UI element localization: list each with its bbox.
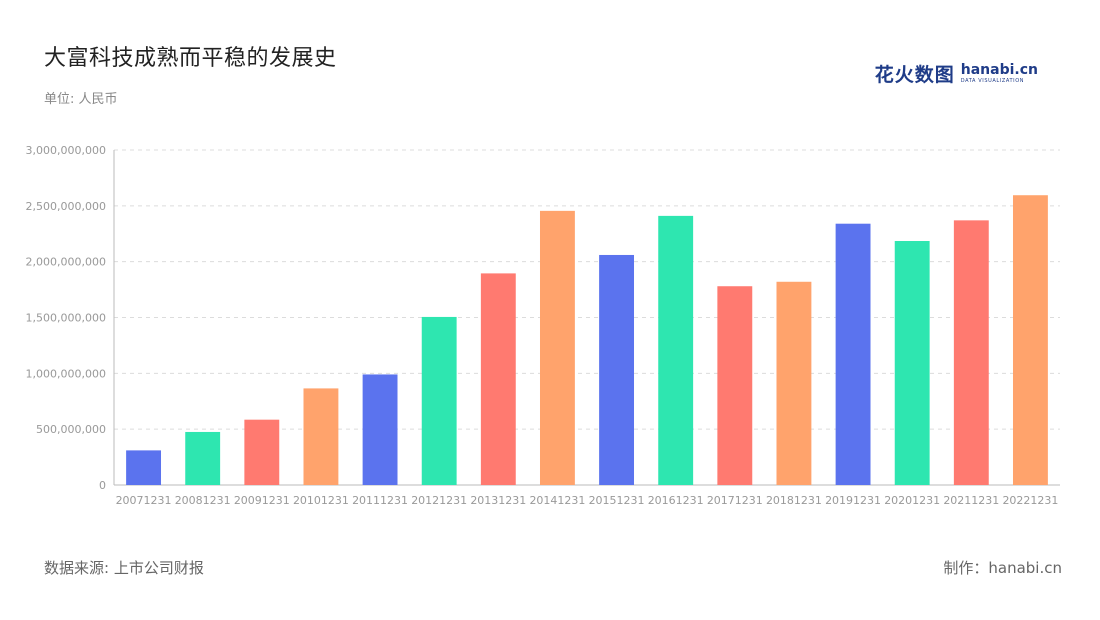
x-tick-label: 20111231	[352, 494, 408, 507]
bar-20111231	[362, 374, 398, 485]
bar-20161231	[658, 215, 694, 485]
bar-20081231	[185, 431, 221, 485]
x-tick-label: 20141231	[529, 494, 585, 507]
bar-20141231	[539, 210, 575, 485]
brand-logo-sub: DATA VISUALIZATION	[960, 78, 1025, 84]
x-tick-label: 20171231	[707, 494, 763, 507]
x-tick-label: 20181231	[766, 494, 822, 507]
bar-20201231	[894, 241, 930, 485]
y-tick-label: 3,000,000,000	[26, 144, 106, 157]
x-tick-label: 20201231	[884, 494, 940, 507]
bar-20101231	[303, 388, 339, 485]
unit-label: 单位: 人民币	[44, 92, 118, 107]
brand-logo-cn: 花火数图	[874, 64, 955, 86]
x-axis-labels: 20071231 20081231 20091231 20101231 20111231…	[116, 494, 1059, 507]
x-tick-label: 20071231	[116, 494, 172, 507]
x-tick-label: 20081231	[175, 494, 231, 507]
bar-20171231	[717, 286, 753, 485]
x-tick-label: 20151231	[589, 494, 645, 507]
bar-20181231	[776, 281, 812, 485]
data-source: 数据来源: 上市公司财报	[44, 559, 204, 577]
bar-20211231	[953, 220, 989, 485]
y-tick-label: 0	[99, 479, 106, 492]
brand-logo: 花火数图 hanabi.cn DATA VISUALIZATION	[875, 60, 1038, 87]
y-tick-label: 2,000,000,000	[26, 256, 106, 269]
y-tick-label: 500,000,000	[36, 423, 106, 436]
bar-20121231	[421, 316, 457, 485]
brand-logo-en-block: hanabi.cn DATA VISUALIZATION	[961, 63, 1038, 84]
bars	[126, 195, 1048, 485]
bar-20091231	[244, 419, 280, 485]
x-tick-label: 20221231	[1002, 494, 1058, 507]
bar-20071231	[126, 450, 162, 485]
chart-title: 大富科技成熟而平稳的发展史	[44, 46, 337, 71]
x-tick-label: 20121231	[411, 494, 467, 507]
y-tick-label: 1,000,000,000	[26, 367, 106, 380]
bar-20151231	[599, 254, 635, 485]
x-tick-label: 20161231	[648, 494, 704, 507]
grid-lines	[114, 149, 1060, 430]
brand-logo-en: hanabi.cn	[960, 62, 1038, 78]
x-tick-label: 20091231	[234, 494, 290, 507]
y-tick-label: 2,500,000,000	[26, 200, 106, 213]
x-tick-label: 20131231	[470, 494, 526, 507]
y-axis-ticks: 0 500,000,000 1,000,000,000 1,500,000,000 2,…	[26, 144, 106, 492]
x-tick-label: 20191231	[825, 494, 881, 507]
y-tick-label: 1,500,000,000	[26, 312, 106, 325]
x-tick-label: 20101231	[293, 494, 349, 507]
bar-20191231	[835, 223, 871, 485]
bar-20221231	[1012, 195, 1048, 485]
maker-credit: 制作：hanabi.cn	[943, 559, 1062, 577]
x-tick-label: 20211231	[943, 494, 999, 507]
bar-20131231	[480, 273, 516, 485]
